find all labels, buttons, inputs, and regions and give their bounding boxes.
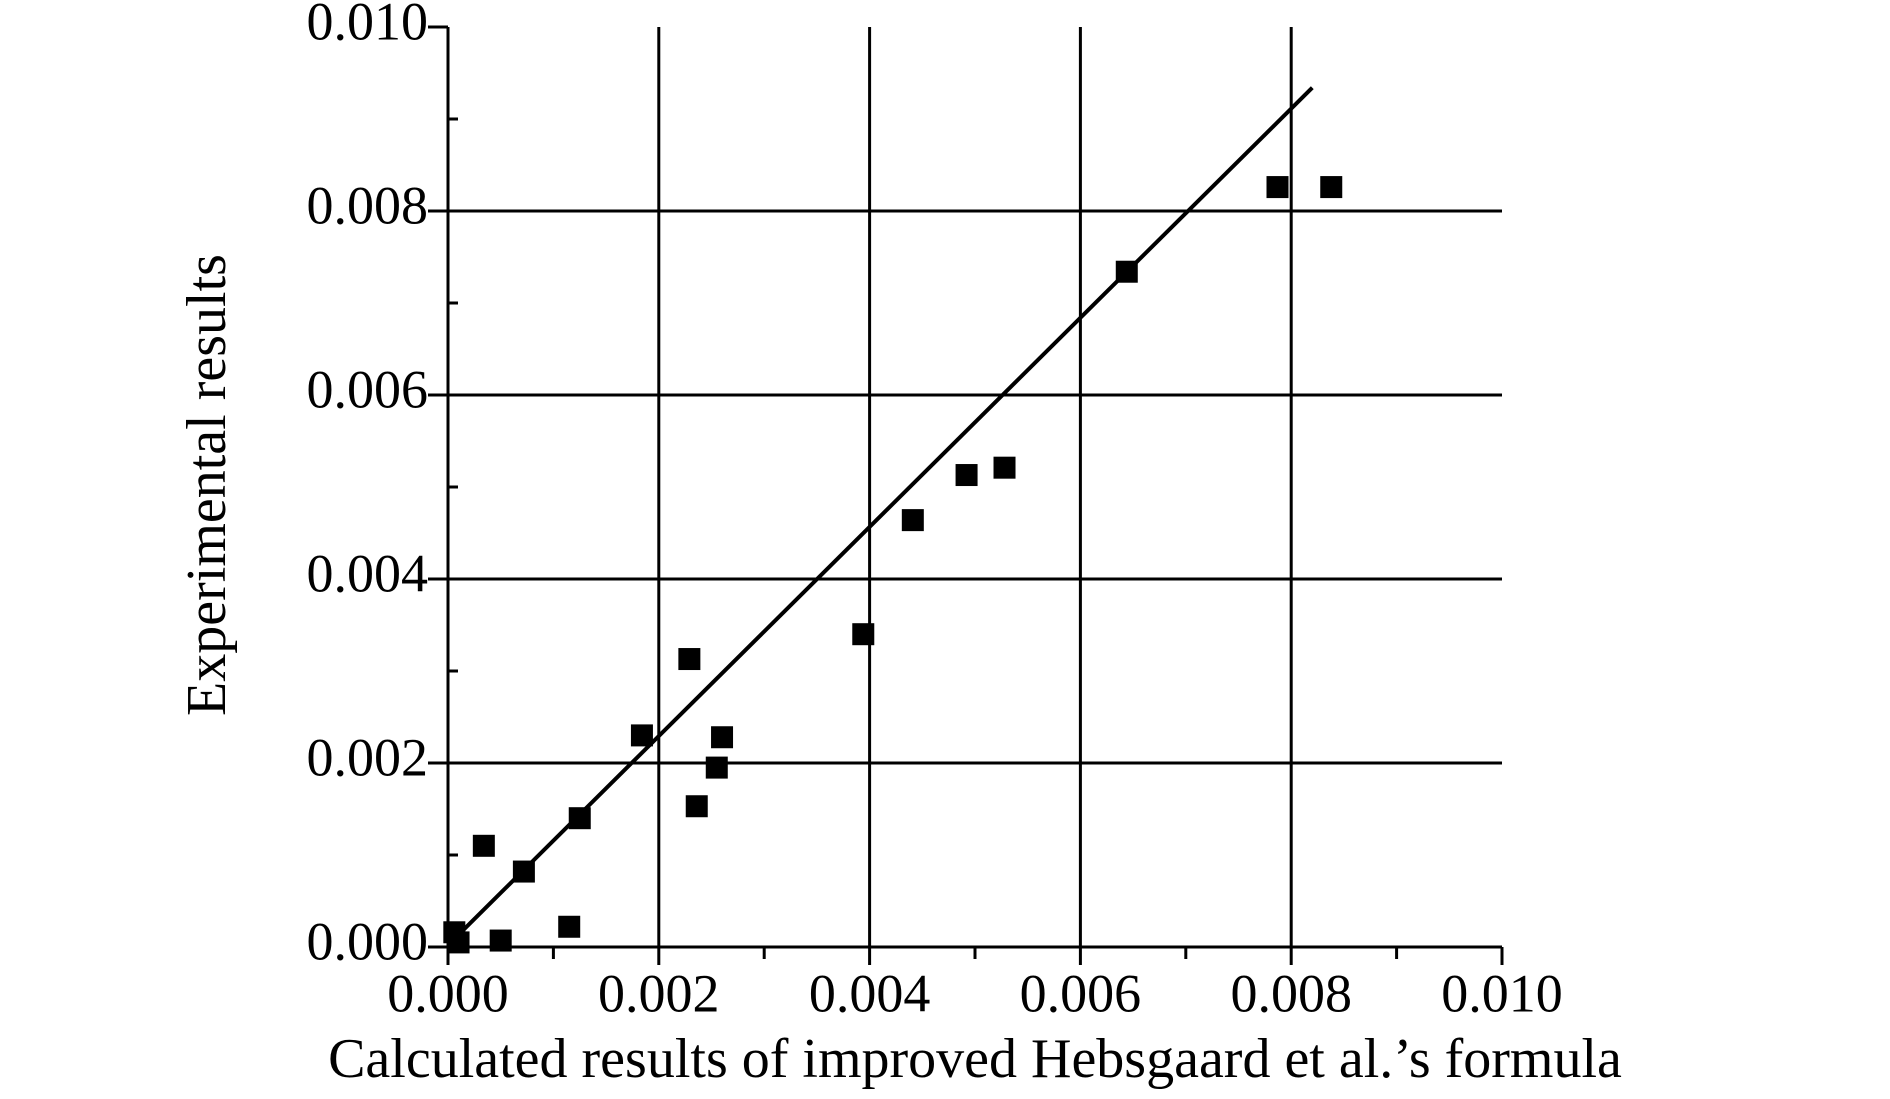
- marker: [1266, 176, 1289, 199]
- y-tick-label: 0.010: [307, 0, 429, 51]
- marker: [705, 756, 728, 779]
- marker: [993, 456, 1016, 479]
- y-axis-title: Experimental results: [176, 254, 238, 716]
- marker: [711, 726, 734, 749]
- y-tick-label: 0.002: [307, 727, 429, 787]
- y-tick-label: 0.006: [307, 359, 429, 419]
- marker: [955, 464, 978, 487]
- x-tick-label: 0.010: [1441, 963, 1563, 1023]
- marker: [472, 834, 495, 857]
- x-tick-label: 0.004: [809, 963, 931, 1023]
- marker: [1320, 176, 1343, 199]
- x-tick-label: 0.006: [1020, 963, 1142, 1023]
- marker: [630, 724, 653, 747]
- fit-line: [446, 86, 1314, 947]
- x-tick-label: 0.002: [598, 963, 720, 1023]
- marker: [558, 915, 581, 938]
- marker: [685, 795, 708, 818]
- marker: [568, 807, 591, 830]
- y-tick-label: 0.008: [307, 175, 429, 235]
- x-tick-label: 0.008: [1230, 963, 1352, 1023]
- x-tick-label: 0.000: [387, 963, 509, 1023]
- y-tick-label: 0.000: [307, 911, 429, 971]
- marker: [489, 929, 512, 952]
- marker: [678, 648, 701, 671]
- marker: [852, 623, 875, 646]
- marker: [447, 931, 470, 954]
- marker: [901, 509, 924, 532]
- y-tick-label: 0.004: [307, 543, 429, 603]
- x-axis-title: Calculated results of improved Hebsgaard…: [328, 1028, 1622, 1090]
